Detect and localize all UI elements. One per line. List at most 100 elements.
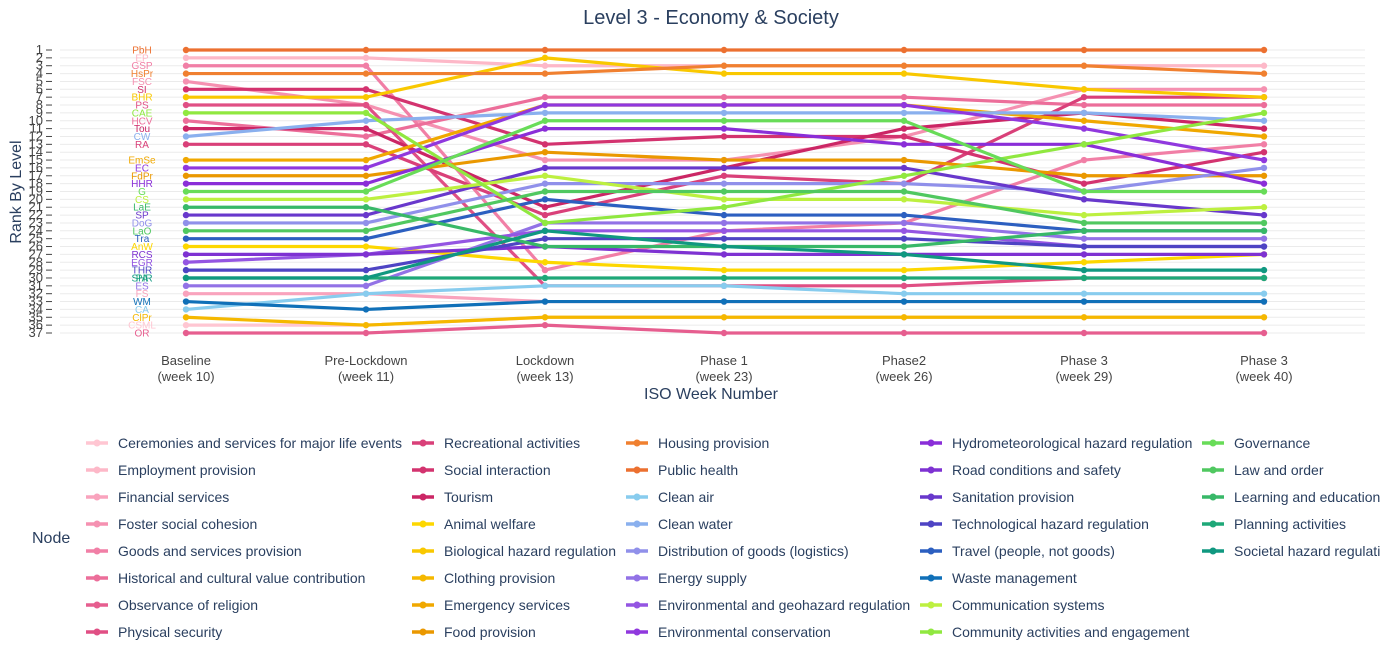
data-point [182, 93, 190, 101]
data-point [720, 70, 728, 77]
x-tick-line: Phase 3 [1060, 353, 1108, 368]
data-point [1080, 141, 1088, 148]
legend-label: Physical security [118, 624, 222, 640]
legend-swatch-point [633, 574, 641, 582]
legend-item: Hydrometeorological hazard regulation [920, 435, 1192, 451]
data-point [182, 117, 190, 124]
row-label: HHR [131, 179, 153, 190]
legend-swatch-point [633, 493, 641, 501]
data-point [362, 109, 370, 117]
data-point [1080, 266, 1088, 274]
row-label: FdPr [131, 171, 153, 182]
data-point [1080, 156, 1088, 164]
data-point [1260, 211, 1268, 219]
data-point [182, 109, 190, 117]
data-point [182, 259, 190, 266]
data-point [541, 282, 549, 290]
legend-label: Planning activities [1234, 516, 1346, 532]
legend-item: Physical security [86, 624, 222, 640]
row-label: RA [135, 140, 149, 151]
data-point [1080, 259, 1088, 266]
data-point [1080, 243, 1088, 250]
y-tick-label: 16 [29, 160, 43, 175]
series-ec [182, 101, 1268, 172]
data-point [720, 164, 728, 172]
legend-item: Biological hazard regulation [412, 543, 616, 559]
row-label: PS [135, 101, 149, 112]
y-tick-label: 24 [29, 223, 43, 238]
data-point [541, 314, 549, 321]
legend-label: Societal hazard regulation [1234, 543, 1380, 559]
legend-label: Foster social cohesion [118, 516, 257, 532]
data-point [362, 125, 370, 132]
series-fdpr [182, 148, 1268, 179]
legend-item: Community activities and engagement [920, 624, 1189, 640]
row-label: PbH [132, 46, 151, 57]
y-tick-label: 27 [29, 246, 43, 261]
data-point [182, 133, 190, 140]
data-point [1260, 219, 1268, 227]
data-point [182, 282, 190, 290]
legend-item: Environmental conservation [626, 624, 831, 640]
data-point [362, 54, 370, 62]
row-label: THR [132, 266, 153, 277]
y-tick-label: 20 [29, 191, 43, 206]
data-point [1080, 109, 1088, 117]
data-point [1260, 148, 1268, 156]
data-point [1260, 329, 1268, 337]
legend-label: Travel (people, not goods) [952, 543, 1115, 559]
data-point [362, 70, 370, 77]
x-tick-line: Baseline [161, 353, 211, 368]
legend-swatch-point [93, 628, 101, 636]
data-point [720, 109, 728, 117]
data-point [720, 125, 728, 132]
x-tick-line: Phase 3 [1240, 353, 1288, 368]
row-label: SP [135, 211, 149, 222]
data-point [182, 156, 190, 164]
legend-label: Ceremonies and services for major life e… [118, 435, 402, 451]
legend-swatch-point [1209, 520, 1217, 528]
series-clpr [182, 314, 1268, 329]
y-tick-label: 30 [29, 270, 43, 285]
data-point [182, 235, 190, 242]
data-point [720, 227, 728, 235]
data-point [182, 62, 190, 69]
x-tick-line: Phase 1 [700, 353, 748, 368]
legend-item: Waste management [920, 570, 1077, 586]
y-tick-label: 11 [30, 121, 44, 136]
x-tick-label: Phase 3 (week 40) [1235, 353, 1292, 384]
series-es [182, 219, 1268, 290]
row-label: EGR [131, 258, 153, 269]
data-point [900, 46, 908, 54]
legend-swatch-point [93, 601, 101, 609]
y-tick-label: 28 [29, 254, 43, 269]
legend-item: Road conditions and safety [920, 462, 1121, 478]
legend-label: Clean air [658, 489, 714, 505]
series-sp [182, 164, 1268, 219]
data-point [1080, 117, 1088, 124]
data-point [720, 266, 728, 274]
legend-item: Travel (people, not goods) [920, 543, 1115, 559]
data-point [1260, 235, 1268, 242]
data-point [362, 321, 370, 329]
legend-item: Sanitation provision [920, 489, 1074, 505]
row-label: ES [135, 281, 149, 292]
data-point [1260, 298, 1268, 305]
data-point [362, 93, 370, 101]
data-point [541, 219, 549, 227]
legend: Ceremonies and services for major life e… [86, 435, 1380, 640]
data-point [541, 266, 549, 274]
row-label: HCV [131, 116, 152, 127]
y-tick-label: 10 [29, 113, 43, 128]
legend-item: Clothing provision [412, 570, 555, 586]
row-label: EmSe [128, 156, 156, 167]
row-label: PA [136, 273, 149, 284]
data-point [720, 196, 728, 203]
legend-item: Planning activities [1202, 516, 1346, 532]
x-tick-line: Pre-Lockdown [324, 353, 407, 368]
data-point [541, 62, 549, 69]
y-tick-label: 25 [29, 231, 43, 246]
legend-item: Tourism [412, 489, 493, 505]
data-point [1080, 211, 1088, 219]
